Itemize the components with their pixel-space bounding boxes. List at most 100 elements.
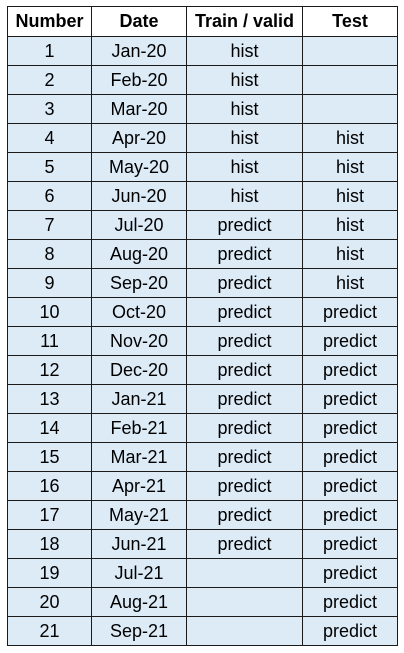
cell-train-valid: predict: [186, 326, 303, 356]
table-row: 9 Sep-20 predict hist: [7, 268, 398, 298]
cell-number: 6: [7, 181, 92, 211]
cell-train-valid: hist: [186, 152, 303, 182]
cell-train-valid: hist: [186, 94, 303, 124]
cell-number: 21: [7, 616, 92, 646]
cell-test: predict: [302, 500, 398, 530]
cell-number: 20: [7, 587, 92, 617]
cell-train-valid: hist: [186, 181, 303, 211]
header-test: Test: [302, 6, 398, 37]
cell-train-valid: hist: [186, 36, 303, 66]
cell-test: predict: [302, 326, 398, 356]
cell-test: predict: [302, 558, 398, 588]
table-row: 6 Jun-20 hist hist: [7, 181, 398, 211]
cell-train-valid: predict: [186, 384, 303, 414]
cell-date: Jan-20: [91, 36, 187, 66]
cell-test: hist: [302, 123, 398, 153]
header-number: Number: [7, 6, 92, 37]
cell-number: 16: [7, 471, 92, 501]
table-row: 10 Oct-20 predict predict: [7, 297, 398, 327]
table-row: 8 Aug-20 predict hist: [7, 239, 398, 269]
cell-date: Mar-21: [91, 442, 187, 472]
cell-date: Aug-21: [91, 587, 187, 617]
cell-date: Feb-20: [91, 65, 187, 95]
cell-train-valid: predict: [186, 471, 303, 501]
cell-test: predict: [302, 297, 398, 327]
cell-train-valid: predict: [186, 500, 303, 530]
cell-number: 13: [7, 384, 92, 414]
cell-number: 4: [7, 123, 92, 153]
table-row: 21 Sep-21 predict: [7, 616, 398, 646]
cell-train-valid: hist: [186, 123, 303, 153]
cell-date: Sep-20: [91, 268, 187, 298]
cell-train-valid: predict: [186, 239, 303, 269]
table-row: 11 Nov-20 predict predict: [7, 326, 398, 356]
cell-train-valid: [186, 558, 303, 588]
cell-date: Jun-20: [91, 181, 187, 211]
cell-test: hist: [302, 239, 398, 269]
cell-number: 1: [7, 36, 92, 66]
cell-number: 10: [7, 297, 92, 327]
cell-test: predict: [302, 529, 398, 559]
table-row: 4 Apr-20 hist hist: [7, 123, 398, 153]
cell-train-valid: hist: [186, 65, 303, 95]
cell-date: Dec-20: [91, 355, 187, 385]
table-row: 13 Jan-21 predict predict: [7, 384, 398, 414]
cell-date: Feb-21: [91, 413, 187, 443]
cell-number: 2: [7, 65, 92, 95]
cell-date: Jan-21: [91, 384, 187, 414]
cell-number: 8: [7, 239, 92, 269]
table-row: 15 Mar-21 predict predict: [7, 442, 398, 472]
table-row: 16 Apr-21 predict predict: [7, 471, 398, 501]
cell-train-valid: predict: [186, 210, 303, 240]
cell-test: predict: [302, 442, 398, 472]
cell-number: 7: [7, 210, 92, 240]
table-row: 5 May-20 hist hist: [7, 152, 398, 182]
table-row: 20 Aug-21 predict: [7, 587, 398, 617]
cell-test: hist: [302, 152, 398, 182]
cell-number: 12: [7, 355, 92, 385]
cell-date: Jun-21: [91, 529, 187, 559]
cell-number: 3: [7, 94, 92, 124]
cell-train-valid: predict: [186, 529, 303, 559]
cell-number: 9: [7, 268, 92, 298]
cell-test: [302, 94, 398, 124]
cell-test: predict: [302, 355, 398, 385]
cell-date: Apr-20: [91, 123, 187, 153]
cell-number: 5: [7, 152, 92, 182]
cell-number: 19: [7, 558, 92, 588]
header-row: Number Date Train / valid Test: [7, 6, 398, 37]
data-table: Number Date Train / valid Test 1 Jan-20 hi…: [7, 6, 398, 646]
cell-test: predict: [302, 616, 398, 646]
table-row: 7 Jul-20 predict hist: [7, 210, 398, 240]
cell-date: Sep-21: [91, 616, 187, 646]
cell-test: predict: [302, 471, 398, 501]
cell-number: 11: [7, 326, 92, 356]
cell-number: 18: [7, 529, 92, 559]
table-row: 18 Jun-21 predict predict: [7, 529, 398, 559]
cell-test: hist: [302, 181, 398, 211]
cell-number: 14: [7, 413, 92, 443]
cell-number: 17: [7, 500, 92, 530]
table-body: 1 Jan-20 hist 2 Feb-20 hist 3 Mar-20 hist 4 Apr-20…: [7, 36, 398, 646]
cell-date: Oct-20: [91, 297, 187, 327]
cell-train-valid: [186, 616, 303, 646]
cell-train-valid: predict: [186, 355, 303, 385]
cell-train-valid: predict: [186, 268, 303, 298]
cell-train-valid: predict: [186, 413, 303, 443]
table-row: 19 Jul-21 predict: [7, 558, 398, 588]
table-row: 12 Dec-20 predict predict: [7, 355, 398, 385]
cell-number: 15: [7, 442, 92, 472]
header-date: Date: [91, 6, 187, 37]
cell-date: Aug-20: [91, 239, 187, 269]
cell-train-valid: predict: [186, 442, 303, 472]
cell-test: hist: [302, 268, 398, 298]
cell-date: Apr-21: [91, 471, 187, 501]
table-row: 14 Feb-21 predict predict: [7, 413, 398, 443]
table-row: 1 Jan-20 hist: [7, 36, 398, 66]
cell-test: predict: [302, 384, 398, 414]
table-row: 17 May-21 predict predict: [7, 500, 398, 530]
cell-date: May-20: [91, 152, 187, 182]
table-row: 3 Mar-20 hist: [7, 94, 398, 124]
cell-train-valid: [186, 587, 303, 617]
cell-train-valid: predict: [186, 297, 303, 327]
